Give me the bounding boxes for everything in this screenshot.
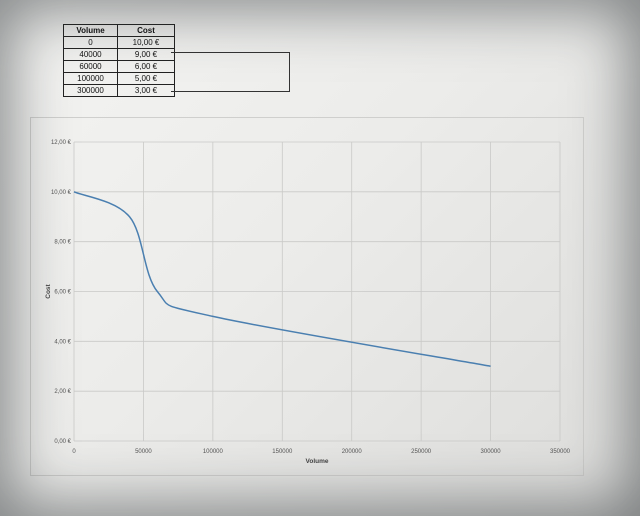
- x-axis-ticks: 0 50000 100000 150000 200000 250000 300000 3500…: [72, 449, 570, 455]
- table-row: 300000 3,00 €: [63, 84, 175, 97]
- series-line: [73, 191, 491, 367]
- y-axis-ticks: 0,00 € 2,00 € 4,00 € 6,00 € 8,00 € 10,00 € 12,…: [51, 140, 72, 445]
- y-tick-label: 2,00 €: [54, 389, 71, 395]
- x-tick-label: 200000: [342, 449, 363, 455]
- x-axis-title: Volume: [306, 458, 329, 465]
- x-tick-label: 100000: [203, 449, 224, 455]
- selection-border-box: [171, 52, 290, 92]
- y-tick-label: 4,00 €: [54, 339, 71, 345]
- y-tick-label: 12,00 €: [51, 140, 72, 146]
- table-row: 40000 9,00 €: [63, 48, 175, 61]
- x-tick-label: 350000: [550, 449, 571, 455]
- data-table: Volume Cost 0 10,00 € 40000 9,00 € 60000…: [63, 24, 175, 97]
- table-header-row: Volume Cost: [63, 24, 175, 37]
- y-axis-title: Cost: [45, 283, 52, 298]
- x-tick-label: 300000: [481, 449, 502, 455]
- chart-gridlines: [73, 141, 561, 442]
- y-tick-label: 8,00 €: [54, 240, 71, 246]
- chart-area: [30, 117, 584, 476]
- table-row: 60000 6,00 €: [63, 60, 175, 73]
- x-tick-label: 250000: [411, 449, 432, 455]
- y-tick-label: 10,00 €: [51, 190, 72, 196]
- table-cell-cost: 3,00 €: [117, 84, 175, 97]
- y-tick-label: 6,00 €: [54, 290, 71, 296]
- x-tick-label: 50000: [135, 449, 152, 455]
- x-tick-label: 0: [72, 449, 76, 455]
- y-tick-label: 0,00 €: [54, 439, 71, 445]
- x-tick-label: 150000: [272, 449, 293, 455]
- table-cell-volume: 300000: [63, 84, 118, 97]
